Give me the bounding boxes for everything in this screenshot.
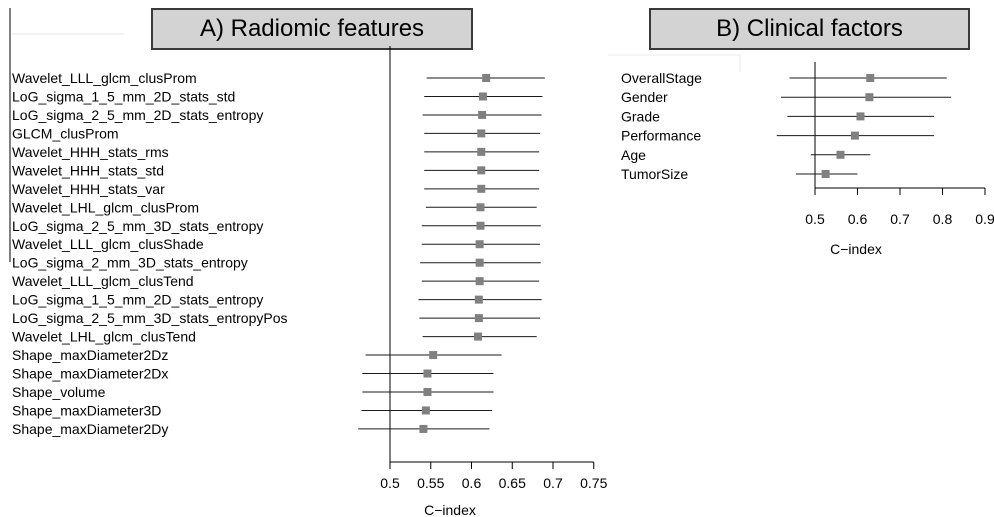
clinical-estimate-marker: [850, 131, 859, 140]
radiomic-row-label: LoG_sigma_2_5_mm_3D_stats_entropyPos: [12, 310, 288, 326]
radiomic-estimate-marker: [429, 351, 438, 360]
radiomic-row-label: Shape_volume: [12, 384, 106, 400]
clinical-estimate-marker: [821, 170, 830, 178]
radiomic-estimate-marker: [475, 277, 484, 286]
radiomic-estimate-marker: [478, 92, 487, 101]
radiomic-row-label: Wavelet_HHH_stats_rms: [12, 144, 169, 160]
clinical-x-axis-title: C−index: [830, 241, 882, 257]
radiomic-row-label: Wavelet_LLL_glcm_clusTend: [12, 273, 194, 289]
radiomic-x-tick-label: 0.5: [380, 475, 400, 491]
radiomic-estimate-marker: [419, 424, 428, 433]
clinical-x-tick-label: 0.5: [805, 211, 825, 227]
radiomic-x-tick-label: 0.75: [580, 475, 607, 491]
radiomic-estimate-marker: [474, 332, 483, 341]
clinical-x-tick-label: 0.6: [848, 211, 868, 227]
radiomic-estimate-marker: [478, 110, 487, 119]
radiomic-row-label: Wavelet_LHL_glcm_clusProm: [12, 199, 199, 215]
clinical-x-tick-label: 0.7: [890, 211, 910, 227]
radiomic-row-label: LoG_sigma_2_5_mm_3D_stats_entropy: [12, 218, 263, 234]
clinical-estimate-marker: [865, 93, 874, 102]
radiomic-estimate-marker: [477, 184, 486, 193]
radiomic-estimate-marker: [476, 221, 485, 230]
clinical-row-label: TumorSize: [621, 166, 688, 182]
radiomic-estimate-marker: [423, 369, 432, 378]
radiomic-row-label: GLCM_clusProm: [12, 125, 119, 141]
radiomic-estimate-marker: [482, 74, 491, 82]
clinical-factors-plot: OverallStage Gender Grade Performance Age Tum…: [621, 62, 994, 257]
clinical-row-label: OverallStage: [621, 70, 702, 86]
radiomic-row-label: Wavelet_HHH_stats_var: [12, 181, 165, 197]
radiomic-x-tick-label: 0.7: [543, 475, 563, 491]
radiomic-x-tick-label: 0.55: [417, 475, 444, 491]
radiomic-row-label: Shape_maxDiameter2Dx: [12, 366, 168, 382]
clinical-estimate-marker: [866, 74, 875, 82]
radiomic-row-label: Shape_maxDiameter3D: [12, 402, 161, 418]
radiomic-row-label: Wavelet_LHL_glcm_clusTend: [12, 329, 196, 345]
clinical-row-label: Gender: [621, 89, 668, 105]
clinical-row-label: Age: [621, 147, 646, 163]
clinical-x-tick-label: 0.9: [975, 211, 994, 227]
radiomic-x-axis-title: C−index: [424, 502, 476, 517]
clinical-estimate-marker: [836, 150, 845, 159]
radiomic-x-tick-label: 0.6: [462, 475, 482, 491]
radiomic-x-tick-label: 0.65: [499, 475, 526, 491]
radiomic-row-label: LoG_sigma_1_5_mm_2D_stats_entropy: [12, 292, 263, 308]
clinical-estimate-marker: [856, 112, 865, 121]
clinical-row-label: Performance: [621, 128, 701, 144]
radiomic-estimate-marker: [477, 129, 486, 138]
radiomic-estimate-marker: [421, 406, 430, 415]
radiomic-estimate-marker: [475, 258, 484, 267]
clinical-row-label: Grade: [621, 108, 660, 124]
radiomic-estimate-marker: [476, 203, 485, 212]
radiomic-estimate-marker: [477, 147, 486, 156]
radiomic-row-label: Wavelet_HHH_stats_std: [12, 162, 164, 178]
radiomic-row-label: LoG_sigma_2_mm_3D_stats_entropy: [12, 255, 248, 271]
radiomic-estimate-marker: [475, 240, 484, 249]
radiomic-row-label: Shape_maxDiameter2Dy: [12, 421, 168, 437]
panel-b-title: B) Clinical factors: [649, 8, 970, 50]
radiomic-row-label: LoG_sigma_1_5_mm_2D_stats_std: [12, 88, 235, 104]
radiomic-estimate-marker: [474, 314, 483, 323]
radiomic-row-label: Wavelet_LLL_glcm_clusProm: [12, 70, 197, 86]
radiomic-row-label: Wavelet_LLL_glcm_clusShade: [12, 236, 204, 252]
panel-a-title: A) Radiomic features: [151, 8, 473, 50]
radiomic-estimate-marker: [423, 387, 432, 396]
radiomic-row-label: LoG_sigma_2_5_mm_2D_stats_entropy: [12, 107, 263, 123]
radiomic-row-label: Shape_maxDiameter2Dz: [12, 347, 168, 363]
radiomic-estimate-marker: [474, 295, 483, 304]
radiomic-estimate-marker: [477, 166, 486, 175]
radiomic-features-plot: Wavelet_LLL_glcm_clusProm LoG_sigma_1_5_m…: [12, 46, 608, 517]
clinical-x-tick-label: 0.8: [933, 211, 953, 227]
